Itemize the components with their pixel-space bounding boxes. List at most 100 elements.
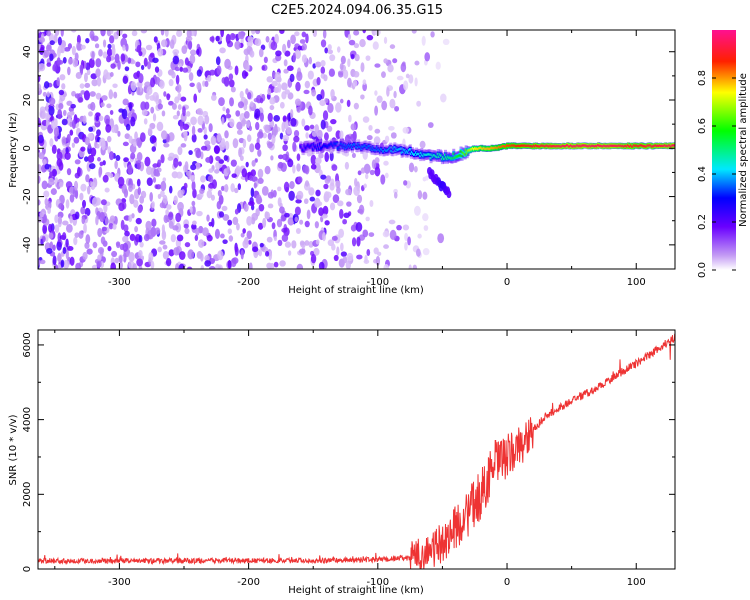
snr-marks <box>38 333 675 569</box>
spectral-cell <box>44 197 49 206</box>
spectral-cell <box>375 255 381 266</box>
spectral-cell <box>96 143 100 149</box>
signal-core <box>439 154 443 157</box>
spectral-cell <box>150 77 156 88</box>
spectral-cell <box>320 39 327 48</box>
spectral-cell <box>383 244 389 249</box>
spectral-cell <box>342 256 348 264</box>
spectral-cell <box>279 132 284 140</box>
spectral-cell <box>344 161 350 170</box>
spectral-cell <box>123 157 129 163</box>
spectral-cell <box>74 211 80 220</box>
y-tick-label: 0 <box>22 145 33 151</box>
spectral-cell <box>249 143 255 153</box>
spectral-cell <box>116 242 121 249</box>
spectral-cell <box>172 55 180 65</box>
spectral-cell <box>234 208 239 215</box>
spectral-cell <box>127 112 132 119</box>
spectral-cell <box>368 232 375 237</box>
spectral-cell <box>430 31 435 38</box>
signal-core <box>452 152 456 155</box>
spectral-cell <box>202 227 209 237</box>
spectral-cell <box>144 156 151 167</box>
spectral-cell <box>277 186 282 192</box>
spectral-cell <box>222 239 228 244</box>
spectral-cell <box>242 239 249 249</box>
spectral-cell <box>175 74 180 85</box>
signal-core <box>451 157 455 160</box>
spectral-cell <box>74 232 80 238</box>
signal-core <box>464 149 468 152</box>
spectral-cell <box>200 264 205 269</box>
spectral-cell <box>160 130 168 140</box>
spectral-cell <box>362 229 369 238</box>
spectral-cell <box>342 69 349 79</box>
x-tick-label: -300 <box>108 277 131 288</box>
spectral-cell <box>299 240 305 246</box>
spectral-cell <box>45 114 50 121</box>
spectral-cell <box>269 97 276 105</box>
spectral-cell <box>209 36 215 42</box>
spectral-cell <box>182 106 186 117</box>
spectral-cell <box>271 80 278 87</box>
spectral-cell <box>284 241 292 248</box>
spectral-cell <box>320 119 326 130</box>
spectral-cell <box>172 225 179 231</box>
spectral-cell <box>327 44 332 51</box>
spectral-cell <box>189 206 193 214</box>
spectral-cell <box>335 102 342 113</box>
spectral-cell <box>388 219 396 225</box>
spectral-cell <box>267 191 275 199</box>
spectral-cell <box>322 232 326 242</box>
spectral-cell <box>227 219 233 226</box>
spectral-cell <box>413 165 418 173</box>
spectral-cell <box>265 36 270 43</box>
spectral-cell <box>374 157 380 164</box>
spectral-cell <box>240 119 248 125</box>
spectral-cell <box>147 127 153 136</box>
spectral-cell <box>98 49 103 57</box>
spectral-cell <box>403 80 409 91</box>
spectral-cell <box>365 173 369 180</box>
spectral-cell <box>292 164 296 174</box>
spectral-cell <box>390 132 397 139</box>
spectral-cell <box>229 118 235 128</box>
signal-core <box>436 152 440 156</box>
spectral-cell <box>188 40 193 50</box>
spectral-cell <box>281 91 287 100</box>
spectral-cell <box>225 113 232 119</box>
spectral-cell <box>208 182 215 189</box>
spectral-cell <box>388 125 395 131</box>
spectral-cell <box>71 45 76 56</box>
spectral-cell <box>174 96 180 104</box>
spectral-cell <box>322 205 329 216</box>
spectral-cell <box>60 30 64 37</box>
spectral-cell <box>144 81 151 88</box>
spectral-cell <box>84 156 89 162</box>
spectral-cell <box>84 137 90 146</box>
spectral-cell <box>363 183 367 189</box>
spectral-cell <box>309 124 315 130</box>
spectral-cell <box>138 235 143 243</box>
signal-core <box>340 143 344 146</box>
spectral-cell <box>296 190 304 200</box>
spectral-cell <box>384 172 389 179</box>
spectral-cell <box>152 57 159 64</box>
spectral-cell <box>353 42 360 49</box>
spectral-cell <box>318 169 323 177</box>
spectral-cell <box>46 91 50 98</box>
spectral-cell <box>408 162 415 173</box>
spectral-cell <box>290 34 296 45</box>
spectral-cell <box>362 150 368 160</box>
spectral-cell <box>42 224 48 234</box>
spectral-cell <box>47 207 51 214</box>
spectral-cell <box>67 66 71 76</box>
spectral-cell <box>140 101 147 111</box>
snr-y-axis-label: SNR (10 * v/v) <box>8 414 19 485</box>
spectral-cell <box>321 213 328 219</box>
spectral-cell <box>74 52 79 61</box>
spectral-cell <box>287 250 292 256</box>
spectral-cell <box>106 135 112 143</box>
x-tick-label: -200 <box>237 277 260 288</box>
